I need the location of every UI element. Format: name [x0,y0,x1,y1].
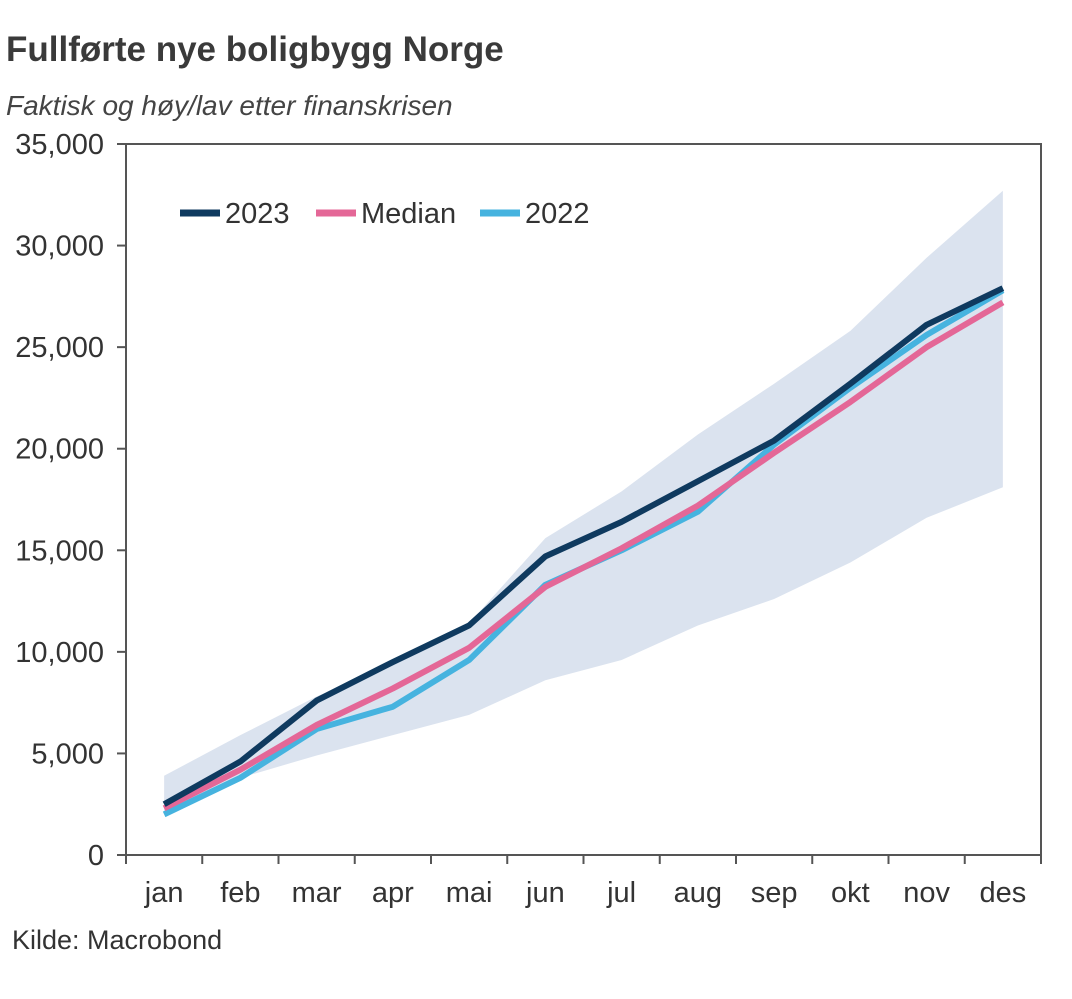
x-tick-label-des: des [979,877,1026,909]
y-tick-label: 0 [88,840,104,872]
source-note: Kilde: Macrobond [12,925,223,955]
x-tick-label-jan: jan [144,877,184,909]
x-tick-label-sep: sep [751,877,798,909]
high-low-band [164,190,1003,813]
x-tick-label-apr: apr [372,877,414,909]
legend: 2023 Median 2022 [180,198,590,230]
y-tick-label: 20,000 [15,434,104,466]
x-tick-label-aug: aug [674,877,722,909]
legend-label-2022: 2022 [525,198,590,230]
x-tick-label-jun: jun [525,877,565,909]
series-line-2023 [162,285,1005,807]
range-band-layer [164,190,1003,813]
series-line-median [162,299,1005,811]
x-tick-label-jul: jul [606,877,636,909]
chart-subtitle: Faktisk og høy/lav etter finanskrisen [6,90,453,121]
x-tick-label-mai: mai [446,877,493,909]
x-tick-label-feb: feb [220,877,260,909]
series-lines-layer [162,285,1005,818]
y-tick-label: 25,000 [15,332,104,364]
y-tick-label: 10,000 [15,637,104,669]
x-tick-label-nov: nov [903,877,950,909]
x-tick-label-okt: okt [831,877,870,909]
legend-label-2023: 2023 [225,198,290,230]
chart-title: Fullførte nye boligbygg Norge [6,30,504,69]
y-tick-label: 35,000 [15,129,104,161]
y-tick-label: 30,000 [15,231,104,263]
legend-label-median: Median [361,198,456,230]
y-tick-label: 5,000 [31,738,104,770]
y-axis: 0 5,000 10,000 15,000 20,000 25,000 30,000 35,0… [15,129,126,872]
x-axis: jan feb mar apr mai jun jul aug sep okt nov des [125,855,1042,909]
y-tick-label: 15,000 [15,535,104,567]
x-tick-label-mar: mar [292,877,342,909]
